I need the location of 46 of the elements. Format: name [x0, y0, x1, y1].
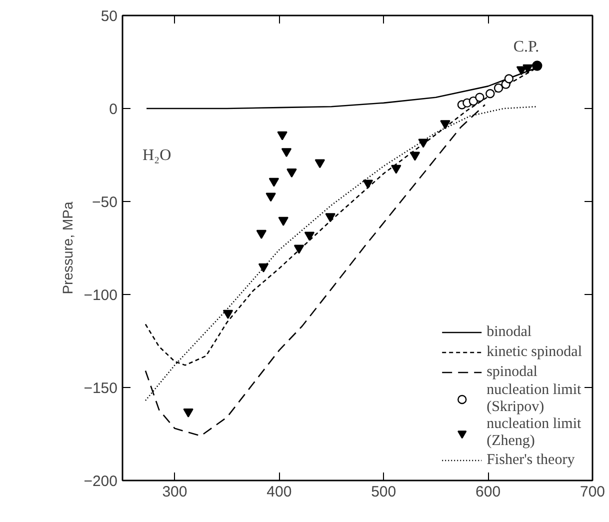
point — [516, 66, 527, 76]
point — [256, 230, 267, 239]
point — [418, 138, 428, 148]
x-tick-label: 700 — [580, 484, 606, 500]
point — [277, 131, 288, 140]
legend-label: binodal — [486, 323, 532, 341]
point — [266, 192, 276, 202]
point — [522, 64, 533, 74]
annotation: C.P. — [513, 38, 540, 56]
point — [410, 152, 420, 161]
point — [504, 74, 514, 84]
annotation: H₂O — [142, 147, 172, 164]
point — [362, 180, 374, 189]
point — [475, 92, 484, 102]
x-tick-label: 500 — [371, 484, 396, 500]
y-tick-label: −150 — [84, 380, 118, 397]
legend-label: spinodal — [486, 363, 538, 381]
y-tick-label: −200 — [84, 473, 118, 490]
legend-label: nucleation limit (Skripov) — [486, 382, 582, 416]
point — [286, 168, 297, 178]
x-tick-label: 300 — [162, 484, 188, 500]
point — [278, 216, 288, 226]
legend-label: kinetic spinodal — [486, 343, 582, 361]
legend-label: nucleation limit (Zheng) — [486, 416, 582, 450]
point — [391, 164, 402, 174]
point — [294, 244, 304, 254]
x-tick-label: 400 — [266, 484, 292, 500]
y-tick-label: −100 — [84, 287, 118, 304]
point — [314, 159, 325, 168]
y-axis-title: Pressure, MPa — [60, 201, 76, 294]
point — [440, 120, 450, 130]
point — [304, 232, 315, 241]
point — [222, 310, 234, 319]
y-tick-label: 0 — [109, 101, 118, 118]
point — [268, 178, 280, 187]
x-tick-label: 600 — [476, 484, 501, 500]
point — [325, 213, 336, 222]
point — [258, 263, 269, 272]
y-tick-label: −50 — [92, 194, 118, 211]
y-tick-label: 50 — [100, 8, 118, 25]
point — [494, 83, 504, 93]
point — [281, 148, 292, 158]
legend-label: Fisher's theory — [486, 451, 575, 469]
point — [532, 60, 542, 71]
point — [486, 89, 495, 98]
point — [183, 408, 194, 418]
